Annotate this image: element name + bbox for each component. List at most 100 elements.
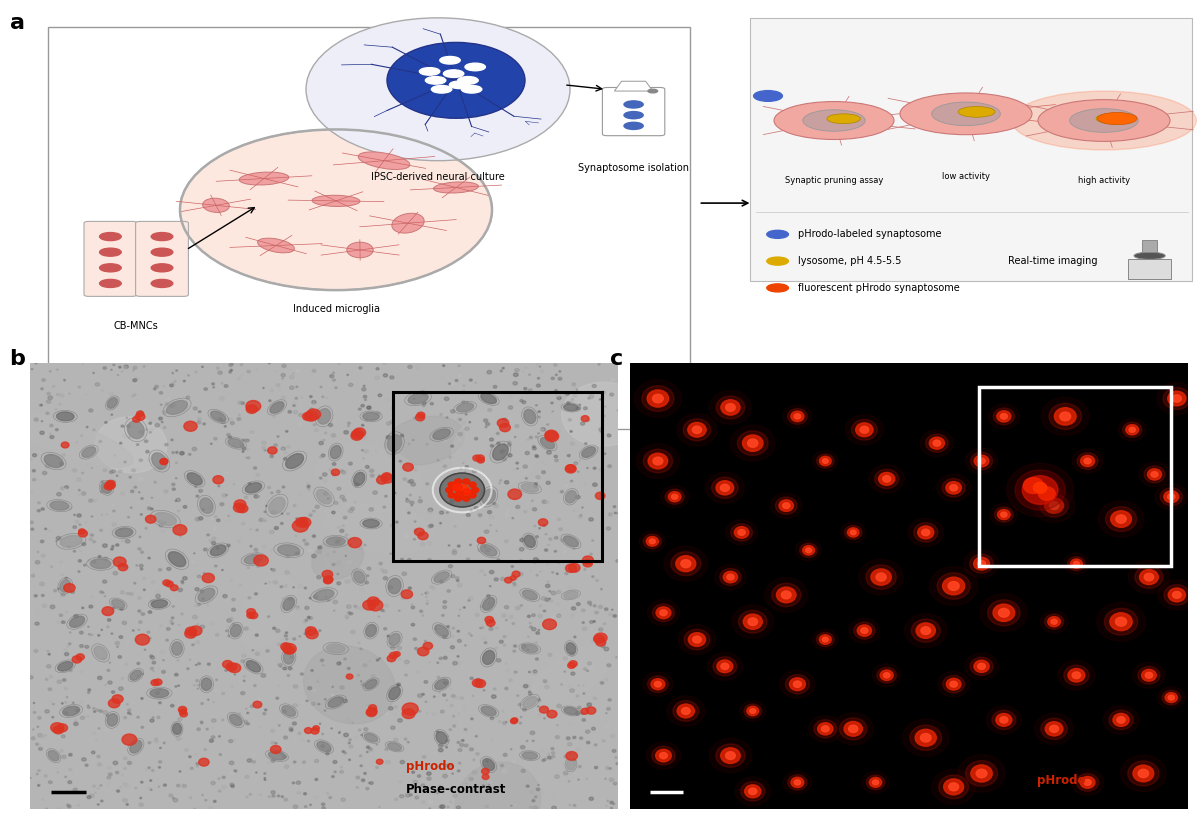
- Circle shape: [478, 460, 481, 463]
- Circle shape: [377, 481, 380, 482]
- Circle shape: [50, 609, 53, 611]
- Circle shape: [306, 364, 307, 365]
- Circle shape: [568, 663, 575, 668]
- Circle shape: [443, 681, 446, 684]
- Circle shape: [346, 555, 347, 556]
- Circle shape: [30, 521, 34, 523]
- Circle shape: [41, 554, 46, 557]
- Ellipse shape: [564, 591, 578, 599]
- Circle shape: [978, 663, 985, 669]
- Circle shape: [1084, 458, 1091, 464]
- Circle shape: [554, 536, 558, 539]
- Circle shape: [238, 472, 240, 474]
- Circle shape: [143, 589, 145, 590]
- Circle shape: [404, 660, 409, 663]
- Circle shape: [62, 566, 65, 568]
- Circle shape: [560, 539, 564, 541]
- Circle shape: [80, 435, 83, 437]
- Circle shape: [413, 638, 416, 640]
- Circle shape: [274, 370, 276, 372]
- Circle shape: [439, 786, 442, 787]
- Circle shape: [236, 717, 239, 719]
- Circle shape: [383, 610, 385, 612]
- Circle shape: [78, 559, 82, 562]
- Circle shape: [314, 759, 319, 762]
- Circle shape: [494, 578, 498, 581]
- Circle shape: [647, 600, 679, 626]
- Circle shape: [371, 675, 374, 677]
- Circle shape: [448, 590, 450, 592]
- Circle shape: [515, 369, 520, 372]
- Circle shape: [77, 478, 82, 482]
- Circle shape: [366, 419, 367, 420]
- Circle shape: [857, 625, 871, 636]
- Circle shape: [319, 723, 320, 724]
- Circle shape: [277, 554, 280, 555]
- Circle shape: [72, 468, 77, 472]
- Circle shape: [161, 422, 163, 423]
- Text: Real-time imaging: Real-time imaging: [1008, 256, 1098, 266]
- Circle shape: [37, 551, 38, 553]
- Circle shape: [324, 710, 326, 712]
- Circle shape: [712, 477, 738, 499]
- Circle shape: [574, 462, 577, 464]
- Circle shape: [680, 559, 691, 568]
- Circle shape: [88, 706, 90, 708]
- Circle shape: [290, 729, 293, 731]
- Circle shape: [692, 426, 702, 433]
- Circle shape: [173, 382, 174, 383]
- Circle shape: [341, 469, 343, 472]
- Circle shape: [343, 699, 347, 703]
- Circle shape: [582, 718, 586, 722]
- Circle shape: [512, 571, 520, 577]
- Circle shape: [539, 672, 540, 674]
- Ellipse shape: [151, 453, 167, 469]
- Circle shape: [252, 649, 253, 651]
- Circle shape: [990, 504, 1018, 526]
- Circle shape: [332, 379, 336, 381]
- Circle shape: [198, 604, 200, 606]
- Circle shape: [1084, 780, 1091, 785]
- Circle shape: [476, 753, 479, 755]
- Circle shape: [913, 523, 938, 542]
- Circle shape: [617, 513, 619, 514]
- Ellipse shape: [14, 414, 133, 467]
- Circle shape: [263, 387, 264, 388]
- Circle shape: [160, 747, 161, 749]
- Circle shape: [1034, 713, 1074, 744]
- Ellipse shape: [388, 578, 401, 594]
- Circle shape: [179, 726, 181, 728]
- Circle shape: [178, 685, 180, 686]
- Circle shape: [210, 622, 214, 625]
- Circle shape: [89, 605, 92, 608]
- Circle shape: [457, 631, 460, 632]
- Circle shape: [551, 748, 554, 750]
- Circle shape: [450, 704, 454, 707]
- Circle shape: [88, 559, 90, 561]
- Circle shape: [610, 778, 614, 781]
- Circle shape: [114, 455, 115, 456]
- Circle shape: [49, 676, 53, 678]
- Circle shape: [89, 499, 92, 502]
- Circle shape: [276, 629, 280, 632]
- Circle shape: [172, 605, 174, 608]
- Circle shape: [439, 657, 443, 659]
- Circle shape: [713, 657, 737, 676]
- Circle shape: [148, 742, 151, 744]
- Circle shape: [178, 717, 182, 721]
- Circle shape: [520, 604, 522, 606]
- Circle shape: [200, 625, 204, 628]
- Circle shape: [588, 397, 590, 399]
- Circle shape: [408, 481, 410, 483]
- Circle shape: [158, 761, 162, 763]
- Circle shape: [362, 458, 365, 459]
- Ellipse shape: [82, 447, 96, 457]
- Circle shape: [60, 463, 64, 465]
- Ellipse shape: [564, 708, 578, 715]
- Circle shape: [211, 735, 215, 739]
- Circle shape: [524, 387, 527, 390]
- Circle shape: [1051, 619, 1057, 624]
- Circle shape: [414, 418, 415, 419]
- Circle shape: [388, 660, 389, 661]
- Ellipse shape: [354, 571, 365, 583]
